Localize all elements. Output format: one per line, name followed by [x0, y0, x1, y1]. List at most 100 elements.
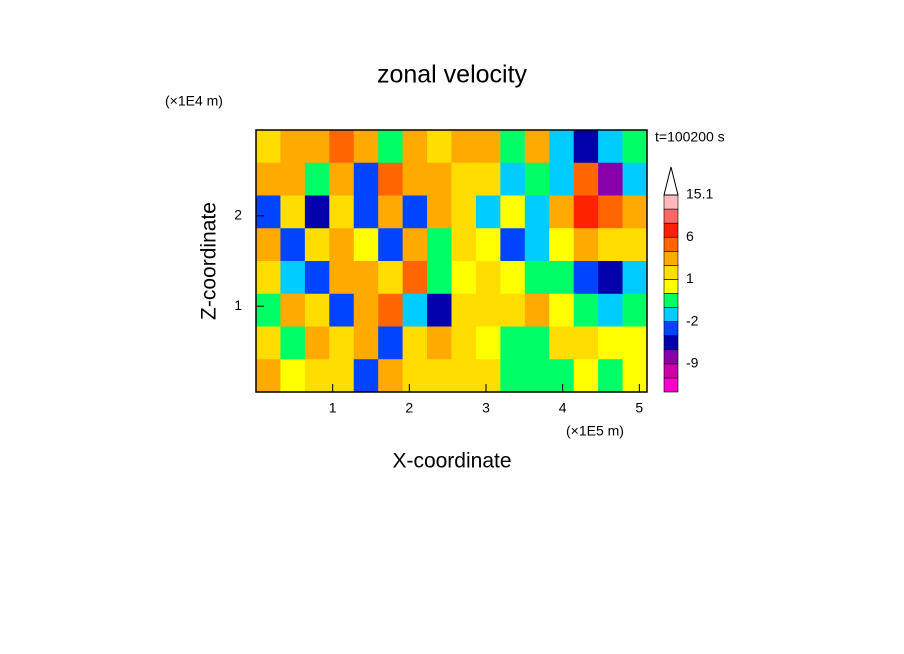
field-cell	[573, 130, 599, 164]
field-cell	[427, 228, 452, 262]
field-cell	[280, 326, 306, 360]
field-cell	[353, 228, 379, 262]
field-cell	[304, 261, 330, 295]
field-cell	[353, 359, 379, 393]
field-cell	[622, 130, 648, 164]
field-cell	[500, 293, 526, 327]
field-cell	[329, 261, 355, 295]
field-cell	[378, 195, 404, 229]
x-axis-label: X-coordinate	[392, 450, 511, 473]
field-cell	[353, 195, 379, 229]
colorbar-extend	[663, 166, 679, 196]
field-cell	[451, 326, 477, 360]
colorbar-tick-label: 1	[686, 270, 694, 286]
field-cell	[451, 195, 477, 229]
chart-title: zonal velocity	[377, 61, 528, 89]
field-cell	[475, 130, 501, 164]
colorbar-band	[663, 307, 679, 322]
field-cell	[304, 359, 330, 393]
field-cell	[378, 293, 404, 327]
field-cell	[524, 261, 550, 295]
colorbar-band	[663, 222, 679, 238]
field-cell	[280, 130, 306, 164]
colorbar-band	[663, 363, 679, 379]
field-cell	[304, 326, 330, 360]
y-tick-label: 2	[234, 207, 242, 223]
field-cell	[256, 359, 281, 393]
field-cell	[573, 261, 599, 295]
field-cell	[622, 293, 648, 327]
field-cell	[256, 228, 281, 262]
field-cell	[475, 162, 501, 196]
field-cell	[451, 359, 477, 393]
field-cell	[622, 326, 648, 360]
field-cell	[500, 195, 526, 229]
field-cell	[427, 195, 452, 229]
field-cell	[280, 293, 306, 327]
colorbar-band	[663, 236, 679, 252]
colorbar-tick-label: 6	[686, 228, 694, 244]
field-cell	[598, 261, 624, 295]
field-cell	[598, 293, 624, 327]
field-cell	[378, 162, 404, 196]
field-cell	[451, 293, 477, 327]
field-cell	[573, 228, 599, 262]
field-cell	[475, 228, 501, 262]
colorbar-tick-label: -2	[686, 312, 699, 328]
field-cell	[475, 359, 501, 393]
colorbar-tick-label: 15.1	[686, 186, 713, 202]
field-cell	[353, 130, 379, 164]
field-cell	[427, 326, 452, 360]
field-cell	[549, 195, 575, 229]
field-cell	[549, 261, 575, 295]
x-tick-label: 3	[482, 400, 490, 416]
field-cell	[402, 228, 428, 262]
x-tick-label: 4	[559, 400, 567, 416]
field-cell	[451, 130, 477, 164]
field-cell	[256, 130, 281, 164]
field-cell	[280, 162, 306, 196]
colorbar-band	[663, 321, 679, 337]
field-cell	[451, 162, 477, 196]
field-cell	[329, 228, 355, 262]
field-cell	[524, 162, 550, 196]
field-cell	[280, 195, 306, 229]
x-tick-label: 2	[405, 400, 413, 416]
field-cell	[427, 261, 452, 295]
field-cell	[402, 261, 428, 295]
field-cell	[256, 326, 281, 360]
field-cell	[475, 195, 501, 229]
field-cell	[524, 195, 550, 229]
field-cell	[256, 261, 281, 295]
field-cell	[573, 195, 599, 229]
field-cell	[598, 162, 624, 196]
field-cell	[378, 359, 404, 393]
field-cell	[622, 162, 648, 196]
field-cell	[500, 228, 526, 262]
field-cell	[256, 162, 281, 196]
field-cell	[622, 228, 648, 262]
field-cell	[402, 162, 428, 196]
field-cell	[378, 130, 404, 164]
field-cell	[353, 261, 379, 295]
field-cell	[402, 326, 428, 360]
field-cell	[573, 293, 599, 327]
field-cell	[353, 293, 379, 327]
field-cell	[598, 195, 624, 229]
field-cell	[378, 228, 404, 262]
y-axis-label: Z-coordinate	[198, 202, 221, 320]
field-cell	[304, 162, 330, 196]
field-cell	[256, 195, 281, 229]
field-cell	[329, 293, 355, 327]
field-cell	[329, 195, 355, 229]
field-cell	[524, 130, 550, 164]
colorbar-tick-label: -9	[686, 355, 699, 371]
field-cell	[622, 195, 648, 229]
field-cell	[524, 228, 550, 262]
colorbar-band	[663, 377, 679, 393]
field-cell	[549, 130, 575, 164]
field-cell	[573, 359, 599, 393]
field-cell	[549, 293, 575, 327]
y-tick-label: 1	[234, 297, 242, 313]
